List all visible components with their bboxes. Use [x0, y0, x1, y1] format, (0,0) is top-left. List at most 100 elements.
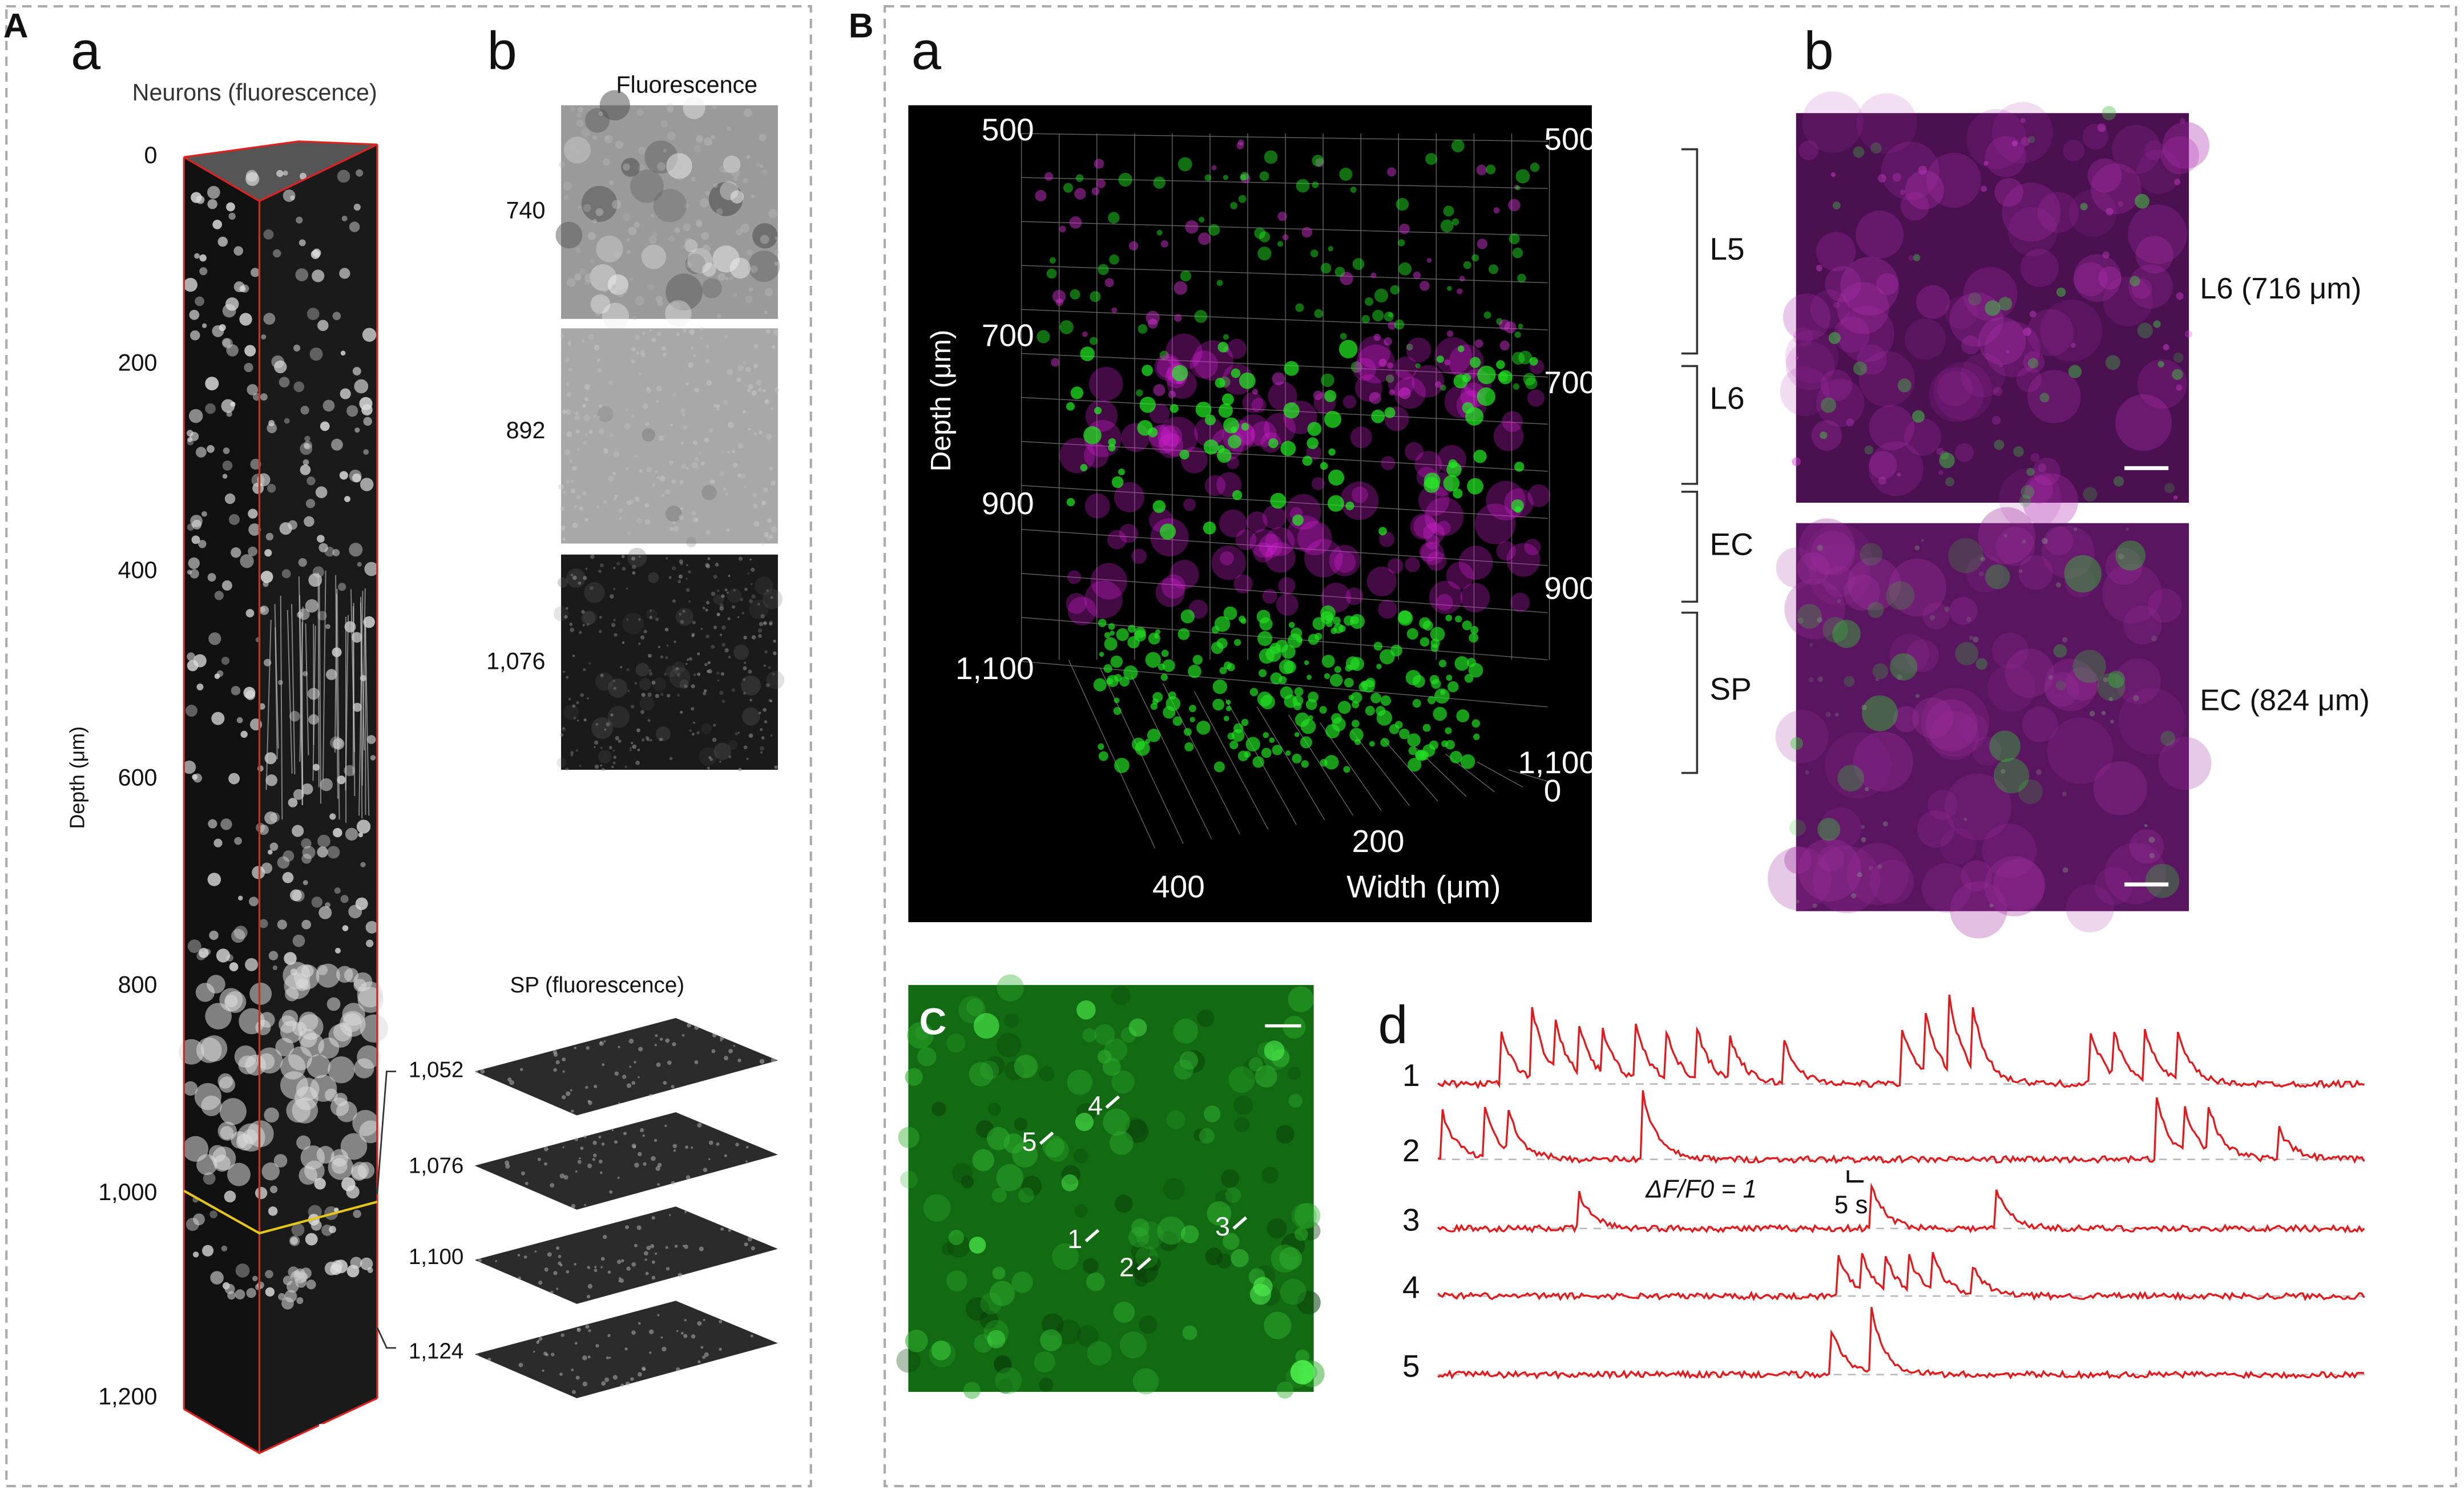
column-texture	[322, 399, 335, 412]
volume-texture	[1223, 417, 1239, 434]
fluorescence-image-texture	[763, 621, 767, 625]
volume-texture	[1429, 580, 1463, 614]
fluorescence-image-texture	[679, 515, 684, 520]
sp-slab-texture	[553, 1049, 558, 1055]
sp-slab-texture	[631, 1262, 636, 1267]
volume-texture	[1285, 750, 1291, 756]
layer-image-texture	[2073, 527, 2078, 531]
column-texture	[205, 377, 219, 391]
volume-texture	[1170, 404, 1179, 413]
cell-image-texture	[1012, 1141, 1038, 1168]
fluorescence-image-texture	[648, 236, 657, 244]
column-texture	[268, 951, 279, 960]
column-texture	[233, 246, 244, 256]
sp-slab-texture	[558, 1261, 562, 1265]
volume-texture	[1499, 340, 1510, 351]
fluorescence-image-texture	[728, 755, 732, 758]
sp-slab-texture	[620, 1383, 624, 1387]
fluorescence-image-texture	[592, 219, 597, 224]
layer-image-texture	[2038, 463, 2047, 473]
volume-texture	[1150, 702, 1158, 710]
volume-texture	[1288, 621, 1295, 628]
volume-texture	[1137, 420, 1153, 436]
fluorescence-image-texture	[638, 146, 646, 155]
sp-slab-texture	[624, 1347, 628, 1351]
fluorescence-image-texture	[622, 641, 625, 644]
cell-image-texture	[1073, 1148, 1088, 1164]
column-texture	[248, 546, 257, 556]
layer-image-texture	[2148, 588, 2182, 623]
fluorescence-image-texture	[594, 740, 599, 745]
column-texture	[314, 1178, 326, 1190]
layer-label: SP	[1709, 671, 1751, 706]
sp-slab-texture	[587, 1283, 593, 1289]
volume-texture	[1514, 462, 1525, 472]
fluorescence-image-texture	[646, 467, 652, 473]
depth-tick-label: 500	[1544, 121, 1596, 156]
fluorescence-image-texture	[665, 300, 692, 327]
fluorescence-image-texture	[773, 329, 779, 336]
column-texture	[226, 411, 232, 417]
scale-label: 5 s	[1834, 1191, 1868, 1219]
volume-texture	[1399, 223, 1410, 235]
cell-image-texture	[987, 1103, 1001, 1116]
sp-slab-texture	[587, 1355, 591, 1359]
sp-slab-texture	[559, 1372, 563, 1376]
fluorescence-image-texture	[657, 162, 666, 171]
cell-image-texture	[1173, 1019, 1199, 1044]
volume-texture	[1308, 715, 1313, 720]
sp-slab-texture	[638, 1047, 643, 1052]
fluorescence-image-texture	[741, 675, 761, 696]
volume-texture	[1435, 381, 1442, 388]
layer-image-texture	[1876, 678, 1879, 681]
fluorescence-image-texture	[706, 345, 709, 348]
sp-slab-texture	[657, 1183, 660, 1186]
layer-image-texture	[1992, 632, 2029, 669]
volume-grid	[1508, 769, 1551, 783]
fluorescence-image-texture	[747, 572, 749, 575]
fluorescence-image-texture	[577, 205, 582, 209]
volume-texture	[1253, 542, 1273, 563]
fluorescence-image-texture	[748, 733, 753, 738]
sp-slab-texture	[587, 1163, 592, 1169]
layer-image-texture	[1978, 571, 1984, 577]
column-texture	[189, 309, 200, 320]
cell-image-texture	[983, 1320, 1009, 1345]
sp-slab-texture	[662, 1346, 667, 1352]
volume-texture	[1408, 746, 1417, 756]
volume-texture	[1249, 528, 1279, 558]
sp-slab-texture	[651, 1156, 656, 1161]
cell-image-texture	[1139, 1315, 1158, 1334]
layer-image-texture	[1837, 599, 1841, 603]
panel-a-frame	[5, 5, 812, 1488]
volume-texture	[1204, 174, 1212, 181]
fluorescence-image-texture	[656, 385, 662, 391]
fluorescence-image-texture	[576, 701, 579, 705]
sp-slab-texture	[612, 1375, 618, 1380]
volume-texture	[1227, 663, 1235, 672]
fluorescence-image-texture	[765, 433, 772, 440]
column-texture	[334, 947, 341, 954]
column-texture	[210, 1271, 224, 1285]
sp-slab-texture	[600, 1266, 603, 1269]
layer-image-texture	[1954, 443, 1974, 462]
layer-image-texture	[2176, 384, 2183, 391]
layer-image-texture	[2065, 667, 2099, 701]
fluorescence-image-texture	[584, 280, 590, 286]
volume-texture	[1158, 417, 1198, 457]
fluorescence-image-texture	[608, 746, 612, 749]
sp-slab-texture	[586, 1046, 590, 1050]
volume-texture	[1329, 544, 1361, 576]
volume-texture	[1419, 542, 1439, 562]
panel-title: Neurons (fluorescence)	[132, 79, 377, 106]
volume-texture	[1350, 361, 1362, 373]
volume-texture	[1059, 225, 1066, 233]
cell-arrow	[1084, 1229, 1100, 1242]
volume-texture	[1223, 716, 1229, 721]
column-texture	[287, 609, 293, 774]
fluorescence-image-texture	[724, 334, 728, 339]
sp-slab-texture	[728, 1048, 733, 1053]
volume-texture	[1233, 574, 1253, 593]
column-texture	[279, 377, 290, 387]
column-texture	[290, 889, 302, 902]
